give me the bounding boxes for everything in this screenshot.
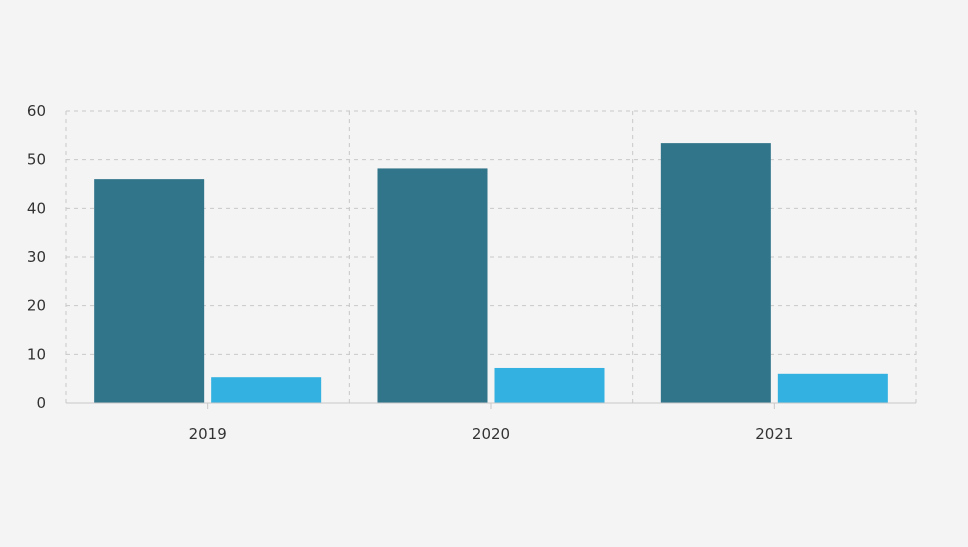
x-tick-label: 2021	[755, 425, 793, 443]
bar-series-1-2021	[660, 143, 771, 403]
bar-series-2-2021	[777, 373, 888, 403]
x-tick-label: 2020	[472, 425, 510, 443]
axes	[66, 402, 916, 409]
y-tick-label: 0	[36, 394, 46, 412]
bar-series-2-2020	[494, 367, 605, 403]
x-tick-label: 2019	[189, 425, 227, 443]
y-tick-label: 50	[27, 151, 46, 169]
tick-labels: 0 10 20 30 40 50 60 2019 2020 2021	[27, 102, 794, 443]
y-tick-label: 30	[27, 248, 46, 266]
y-tick-label: 60	[27, 102, 46, 120]
y-tick-label: 40	[27, 199, 46, 217]
bar-series-1-2019	[94, 179, 205, 403]
bar-series-1-2020	[377, 168, 488, 403]
y-tick-label: 20	[27, 297, 46, 315]
gridlines	[65, 110, 917, 403]
y-tick-label: 10	[27, 345, 46, 363]
bars	[94, 143, 888, 403]
bar-series-2-2019	[211, 377, 322, 403]
